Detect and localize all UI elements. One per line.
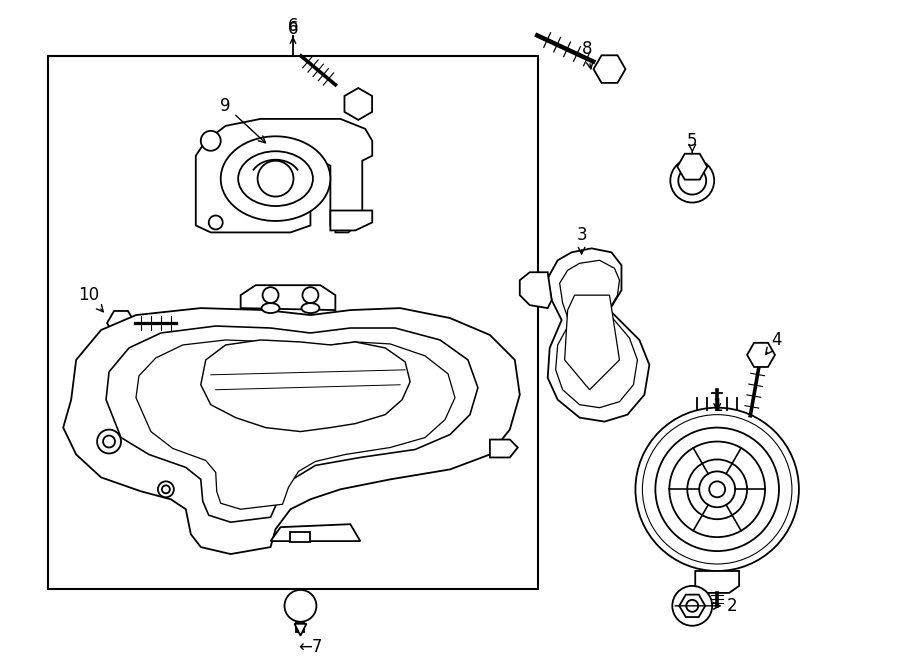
Polygon shape bbox=[555, 260, 637, 408]
Text: 2: 2 bbox=[675, 597, 738, 615]
Polygon shape bbox=[548, 249, 650, 422]
Circle shape bbox=[209, 215, 222, 229]
Circle shape bbox=[688, 459, 747, 519]
Polygon shape bbox=[330, 210, 373, 231]
Circle shape bbox=[97, 430, 121, 453]
Circle shape bbox=[670, 159, 715, 202]
Ellipse shape bbox=[302, 303, 319, 313]
Polygon shape bbox=[240, 285, 336, 310]
Circle shape bbox=[699, 471, 735, 507]
Polygon shape bbox=[747, 343, 775, 367]
Polygon shape bbox=[490, 440, 518, 457]
Polygon shape bbox=[594, 56, 625, 83]
Circle shape bbox=[201, 131, 220, 151]
Text: 1: 1 bbox=[712, 397, 723, 414]
Circle shape bbox=[687, 600, 698, 612]
Text: 6: 6 bbox=[288, 17, 298, 35]
Circle shape bbox=[263, 287, 278, 303]
Circle shape bbox=[635, 408, 799, 571]
Polygon shape bbox=[296, 622, 304, 632]
Text: 6: 6 bbox=[288, 20, 298, 38]
Circle shape bbox=[670, 442, 765, 537]
Circle shape bbox=[302, 287, 319, 303]
Polygon shape bbox=[106, 326, 478, 522]
Polygon shape bbox=[201, 340, 410, 432]
Ellipse shape bbox=[262, 303, 280, 313]
Polygon shape bbox=[564, 295, 619, 390]
Ellipse shape bbox=[220, 136, 330, 221]
Polygon shape bbox=[695, 571, 739, 593]
Polygon shape bbox=[294, 624, 306, 636]
Circle shape bbox=[132, 318, 142, 328]
Ellipse shape bbox=[238, 151, 313, 206]
Polygon shape bbox=[345, 88, 372, 120]
Polygon shape bbox=[63, 308, 520, 554]
Circle shape bbox=[643, 414, 792, 564]
Bar bbox=[291, 532, 310, 542]
Circle shape bbox=[672, 586, 712, 626]
Circle shape bbox=[257, 161, 293, 196]
Polygon shape bbox=[520, 272, 552, 308]
Polygon shape bbox=[196, 119, 373, 233]
Circle shape bbox=[284, 590, 317, 622]
Circle shape bbox=[709, 481, 725, 497]
Polygon shape bbox=[136, 340, 455, 509]
Text: 4: 4 bbox=[766, 331, 782, 354]
Circle shape bbox=[104, 436, 115, 447]
Polygon shape bbox=[678, 154, 707, 180]
Text: ←7: ←7 bbox=[299, 638, 323, 656]
Bar bbox=[49, 56, 537, 589]
Text: 8: 8 bbox=[582, 40, 593, 69]
Circle shape bbox=[158, 481, 174, 497]
Circle shape bbox=[655, 428, 779, 551]
Polygon shape bbox=[271, 524, 360, 541]
Circle shape bbox=[162, 485, 170, 493]
Polygon shape bbox=[107, 311, 135, 335]
Polygon shape bbox=[680, 595, 706, 617]
Text: 10: 10 bbox=[78, 286, 104, 312]
Circle shape bbox=[679, 167, 706, 194]
Text: 3: 3 bbox=[576, 227, 587, 254]
Text: 9: 9 bbox=[220, 97, 266, 143]
Text: 5: 5 bbox=[687, 132, 698, 153]
